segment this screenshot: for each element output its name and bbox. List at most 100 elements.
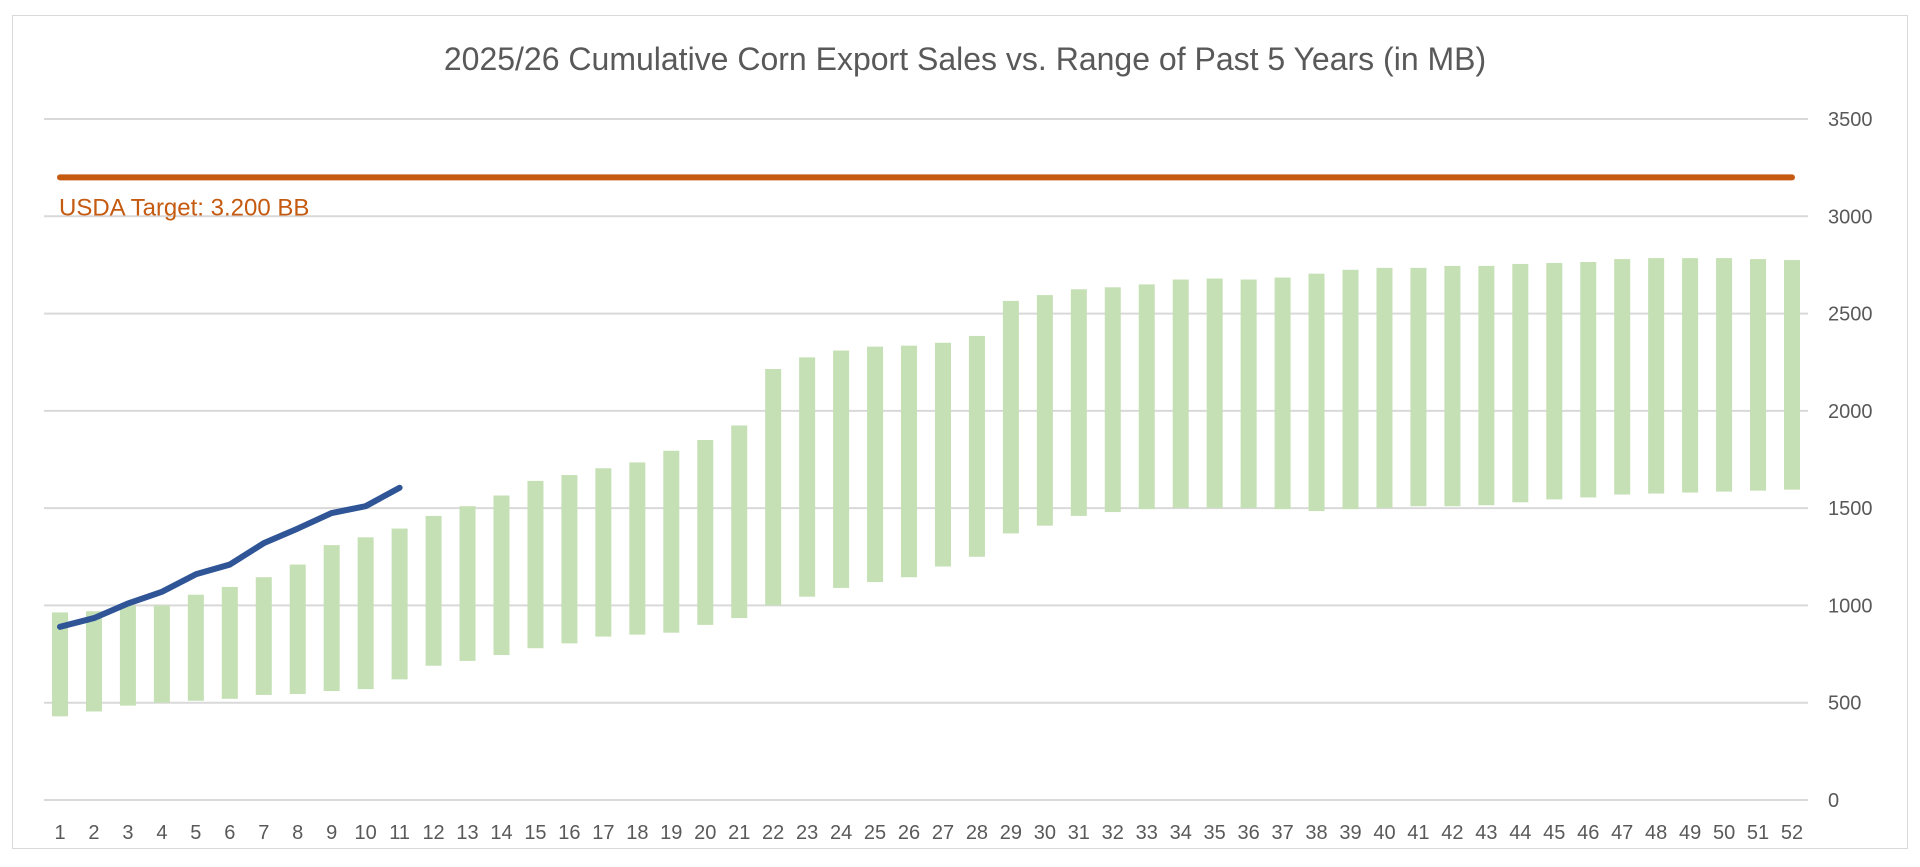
range-bar — [833, 350, 850, 588]
x-tick-label: 46 — [1577, 822, 1599, 844]
range-bar — [1342, 269, 1359, 510]
x-tick-label: 52 — [1781, 822, 1803, 844]
range-bar — [119, 605, 136, 706]
range-bar — [1784, 260, 1800, 490]
x-tick-label: 36 — [1238, 822, 1260, 844]
range-bar — [459, 506, 476, 661]
x-tick-label: 20 — [694, 822, 716, 844]
y-axis-ticks: 0 500 1000 1500 2000 2500 3000 3500 — [1828, 109, 1873, 812]
y-tick-label: 500 — [1828, 693, 1861, 715]
x-tick-label: 25 — [864, 822, 886, 844]
range-bar — [85, 611, 102, 712]
range-bar — [934, 342, 951, 567]
x-tick-label: 17 — [592, 822, 614, 844]
x-tick-label: 37 — [1271, 822, 1293, 844]
range-bar — [1002, 300, 1019, 534]
x-tick-label: 30 — [1034, 822, 1056, 844]
range-bar — [799, 357, 816, 597]
range-bar — [255, 577, 272, 695]
x-tick-label: 43 — [1475, 822, 1497, 844]
x-tick-label: 5 — [190, 822, 201, 844]
x-tick-label: 26 — [898, 822, 920, 844]
x-axis-ticks: 1 2 3 4 5 6 7 8 9 10 11 12 13 14 15 16 17 18 19 20 21 22 23 24 2… — [54, 822, 1803, 844]
y-tick-label: 3000 — [1828, 206, 1873, 228]
x-tick-label: 39 — [1339, 822, 1361, 844]
x-tick-label: 32 — [1102, 822, 1124, 844]
range-bar — [561, 475, 578, 644]
range-bar — [323, 545, 340, 692]
range-bar — [1444, 265, 1461, 507]
range-bar — [731, 425, 748, 619]
x-tick-label: 11 — [389, 822, 410, 844]
range-bar — [1750, 259, 1767, 491]
range-bar — [1580, 262, 1597, 498]
range-bar — [1308, 273, 1325, 512]
x-tick-label: 19 — [660, 822, 682, 844]
range-bar — [153, 605, 170, 703]
range-bar — [1478, 265, 1495, 506]
range-bar — [968, 335, 985, 557]
range-bar — [1648, 258, 1665, 494]
range-bar — [289, 564, 306, 694]
x-tick-label: 15 — [524, 822, 546, 844]
range-bar — [1682, 258, 1699, 493]
range-bar — [493, 495, 510, 656]
x-tick-label: 40 — [1373, 822, 1395, 844]
range-bar — [221, 586, 238, 699]
range-bar — [1716, 258, 1733, 492]
range-bar — [595, 468, 612, 637]
x-tick-label: 38 — [1305, 822, 1327, 844]
range-bar — [697, 440, 714, 625]
x-tick-label: 3 — [122, 822, 133, 844]
x-tick-label: 35 — [1204, 822, 1226, 844]
range-bar — [629, 462, 646, 635]
x-tick-label: 23 — [796, 822, 818, 844]
range-bar — [1138, 284, 1155, 510]
x-tick-label: 34 — [1170, 822, 1192, 844]
chart-title: 2025/26 Cumulative Corn Export Sales vs.… — [444, 41, 1486, 77]
x-tick-label: 4 — [156, 822, 167, 844]
range-bar — [357, 537, 374, 690]
x-tick-label: 1 — [54, 822, 65, 844]
x-tick-label: 22 — [762, 822, 784, 844]
range-bar — [527, 480, 544, 649]
x-tick-label: 31 — [1068, 822, 1090, 844]
range-bar — [187, 594, 204, 701]
range-bar — [1376, 267, 1393, 509]
x-tick-label: 2 — [88, 822, 99, 844]
range-bar — [1512, 263, 1529, 503]
x-tick-label: 6 — [224, 822, 235, 844]
x-tick-label: 18 — [626, 822, 648, 844]
x-tick-label: 14 — [490, 822, 512, 844]
x-tick-label: 12 — [422, 822, 444, 844]
x-tick-label: 47 — [1611, 822, 1633, 844]
x-tick-label: 48 — [1645, 822, 1667, 844]
range-bars — [52, 258, 1800, 717]
x-tick-label: 8 — [292, 822, 303, 844]
range-bar — [1274, 277, 1291, 510]
y-tick-label: 2000 — [1828, 401, 1873, 423]
range-bar — [1546, 262, 1563, 500]
range-bar — [867, 346, 884, 583]
range-bar — [52, 612, 68, 717]
y-tick-label: 1500 — [1828, 498, 1873, 520]
x-tick-label: 21 — [728, 822, 750, 844]
x-tick-label: 41 — [1407, 822, 1429, 844]
current-year-series — [57, 484, 403, 630]
x-tick-label: 45 — [1543, 822, 1565, 844]
x-tick-label: 29 — [1000, 822, 1022, 844]
x-tick-label: 13 — [456, 822, 478, 844]
y-tick-label: 2500 — [1828, 304, 1873, 326]
x-tick-label: 28 — [966, 822, 988, 844]
range-bar — [425, 515, 442, 666]
range-bar — [1410, 267, 1427, 507]
y-tick-label: 3500 — [1828, 109, 1873, 131]
x-tick-label: 16 — [558, 822, 580, 844]
range-bar — [1206, 278, 1223, 509]
x-tick-label: 33 — [1136, 822, 1158, 844]
usda-target-label: USDA Target: 3.200 BB — [59, 194, 309, 221]
range-bar — [1104, 287, 1121, 513]
range-bar — [1614, 259, 1631, 495]
x-tick-label: 51 — [1747, 822, 1769, 844]
range-bar — [1172, 279, 1189, 509]
